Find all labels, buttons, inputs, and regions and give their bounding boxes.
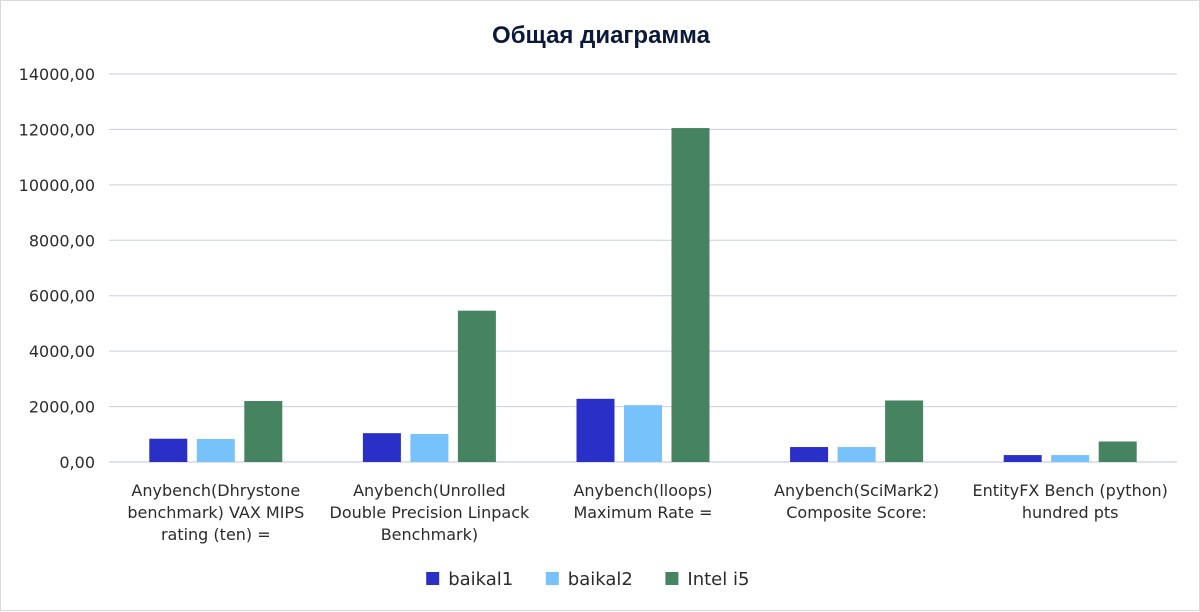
- x-category-label-line: rating (ten) =: [161, 525, 271, 544]
- y-tick-label: 12000,00: [19, 120, 95, 139]
- gridlines: [109, 73, 1177, 463]
- x-category-label-line: hundred pts: [1022, 503, 1119, 522]
- bar-baikal1: [362, 433, 401, 462]
- y-axis-tick-labels: 0,00 2000,00 4000,00 6000,00 8000,00 10000,00…: [19, 65, 95, 472]
- x-category-label-line: Double Precision Linpack: [330, 503, 531, 522]
- x-category-label-line: Benchmark): [381, 525, 478, 544]
- bar-intel-i5: [671, 128, 710, 462]
- x-axis-category-labels: Anybench(Dhrystone benchmark) VAX MIPS rat…: [127, 481, 1168, 544]
- legend-item-intel-i5: Intel i5: [665, 569, 749, 590]
- x-category-label: EntityFX Bench (python) hundred pts: [972, 481, 1167, 522]
- y-tick-label: 6000,00: [29, 287, 95, 306]
- legend: baikal1 baikal2 Intel i5: [426, 569, 749, 590]
- x-category-label-line: Anybench(Dhrystone: [131, 481, 300, 500]
- bar-baikal2: [837, 447, 876, 462]
- y-tick-label: 2000,00: [29, 398, 95, 417]
- x-category-label: Anybench(SciMark2) Composite Score:: [774, 481, 939, 522]
- x-category-label-line: Anybench(Unrolled: [353, 481, 506, 500]
- bar-intel-i5: [1098, 441, 1137, 462]
- bar-baikal2: [196, 438, 235, 462]
- bars: [149, 128, 1137, 462]
- x-category-label-line: Anybench(lloops): [573, 481, 712, 500]
- x-category-label-line: Composite Score:: [786, 503, 927, 522]
- x-category-label-line: Anybench(SciMark2): [774, 481, 939, 500]
- x-category-label-line: Maximum Rate =: [573, 503, 712, 522]
- x-category-label: Anybench(Unrolled Double Precision Linpac…: [330, 481, 531, 544]
- bar-intel-i5: [885, 400, 924, 462]
- legend-label: baikal1: [448, 569, 513, 590]
- x-category-label: Anybench(Dhrystone benchmark) VAX MIPS rat…: [127, 481, 304, 544]
- y-tick-label: 14000,00: [19, 65, 95, 84]
- y-tick-label: 0,00: [59, 453, 95, 472]
- bar-baikal2: [1051, 455, 1090, 462]
- bar-baikal1: [576, 398, 615, 462]
- bar-intel-i5: [457, 310, 496, 462]
- legend-swatch: [426, 572, 440, 585]
- y-tick-label: 10000,00: [19, 176, 95, 195]
- bar-baikal2: [624, 405, 662, 462]
- bar-intel-i5: [244, 401, 283, 462]
- legend-swatch: [545, 572, 559, 585]
- legend-label: Intel i5: [687, 569, 749, 590]
- bar-baikal1: [1003, 455, 1042, 462]
- y-tick-label: 8000,00: [29, 231, 95, 250]
- legend-label: baikal2: [568, 569, 633, 590]
- bar-baikal1: [149, 438, 188, 462]
- legend-item-baikal1: baikal1: [426, 569, 513, 590]
- y-tick-label: 4000,00: [29, 342, 95, 361]
- legend-item-baikal2: baikal2: [545, 569, 633, 590]
- bar-baikal2: [410, 434, 449, 462]
- legend-swatch: [665, 572, 679, 585]
- chart-title: Общая диаграмма: [492, 22, 711, 49]
- x-category-label: Anybench(lloops) Maximum Rate =: [573, 481, 712, 522]
- bar-baikal1: [790, 447, 829, 462]
- x-category-label-line: benchmark) VAX MIPS: [127, 503, 304, 522]
- x-category-label-line: EntityFX Bench (python): [972, 481, 1167, 500]
